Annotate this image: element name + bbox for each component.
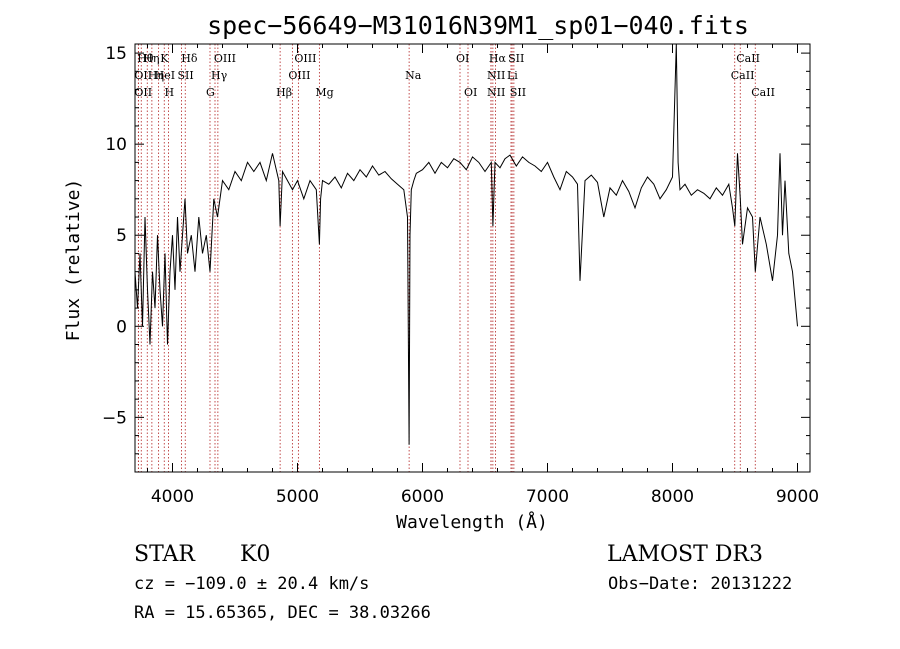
x-tick-label: 4000: [151, 487, 194, 507]
spectral-line-label: SII: [508, 52, 524, 65]
spectral-line-label: H: [165, 86, 175, 99]
obs-date-text: Obs−Date: 20131222: [608, 574, 792, 594]
spectral-line-label: HeI: [155, 69, 175, 82]
spectral-line-label: Na: [405, 69, 422, 82]
y-tick-label: −5: [102, 408, 127, 428]
spectral-line-label: Hη: [143, 52, 159, 65]
x-tick-label: 7000: [526, 487, 569, 507]
plot-frame: [134, 43, 811, 473]
spectral-line-label: K: [160, 52, 169, 65]
object-subclass: K0: [240, 542, 270, 567]
spectral-line-label: Hβ: [276, 86, 292, 99]
spectral-line-labels: HθOIIOIIHηHηHeIKHSIIHδGHγOIIIHβOIIIOIIIM…: [134, 52, 775, 99]
spectral-line-label: NII: [487, 69, 505, 82]
spectral-line-label: OII: [134, 69, 152, 82]
redshift-text: cz = −109.0 ± 20.4 km/s: [134, 574, 369, 594]
spectral-line-label: CaII: [751, 86, 775, 99]
y-axis-label: Flux (relative): [63, 179, 84, 342]
y-tick-label: 15: [105, 44, 127, 64]
x-axis-label: Wavelength (Å): [396, 511, 548, 533]
spectral-line-label: OI: [456, 52, 469, 65]
spectral-line-label: OI: [464, 86, 477, 99]
spectral-line-label: OII: [134, 86, 152, 99]
spectral-line-label: Hγ: [211, 69, 228, 82]
spectral-line-label: NII: [487, 86, 505, 99]
y-tick-label: 5: [116, 226, 127, 246]
spectral-line-label: OIII: [214, 52, 236, 65]
spectral-line-label: CaII: [736, 52, 760, 65]
x-tick-label: 9000: [776, 487, 819, 507]
survey-label: LAMOST DR3: [607, 542, 763, 567]
spectral-line-markers: [137, 44, 756, 472]
spectral-line-label: Mg: [315, 86, 333, 99]
spectral-line-label: SII: [510, 86, 526, 99]
x-tick-label: 8000: [651, 487, 694, 507]
spectral-line-label: G: [206, 86, 215, 99]
x-axis-ticks: 4000 5000 6000 7000 8000 9000: [147, 44, 819, 507]
spectral-line-label: Hδ: [181, 52, 198, 65]
spectral-line-label: Hα: [489, 52, 507, 65]
spectral-line-label: OIII: [288, 69, 310, 82]
spectral-line-label: Hη: [148, 69, 164, 82]
spectral-line-label: Hθ: [137, 52, 154, 65]
y-tick-label: 0: [116, 317, 127, 337]
spectral-line-label: CaII: [731, 69, 755, 82]
x-tick-label: 5000: [276, 487, 319, 507]
spectral-line-label: OIII: [294, 52, 316, 65]
radec-text: RA = 15.65365, DEC = 38.03266: [134, 603, 431, 623]
spectral-line-label: Li: [507, 69, 518, 82]
y-tick-label: 10: [105, 135, 127, 155]
chart-title: spec−56649−M31016N39M1_sp01−040.fits: [207, 11, 749, 40]
spectral-line-label: SII: [178, 69, 194, 82]
x-tick-label: 6000: [401, 487, 444, 507]
y-axis-ticks: −5 0 5 10 15: [102, 44, 810, 455]
object-class: STAR: [134, 542, 196, 567]
flux-series-line: [134, 43, 798, 445]
